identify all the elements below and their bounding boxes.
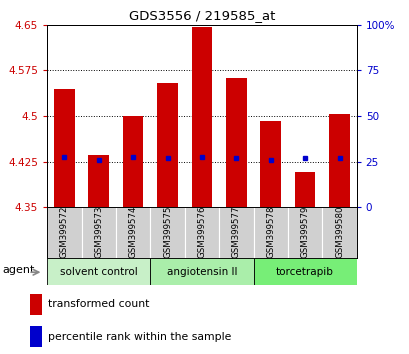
Bar xyxy=(54,88,74,207)
Bar xyxy=(253,258,356,285)
Bar xyxy=(116,207,150,258)
Bar xyxy=(30,326,41,348)
Bar xyxy=(218,207,253,258)
Bar xyxy=(294,172,315,207)
Text: GSM399576: GSM399576 xyxy=(197,205,206,258)
Bar xyxy=(287,207,321,258)
Bar xyxy=(157,82,178,207)
Bar xyxy=(260,121,280,207)
Bar xyxy=(253,207,287,258)
Text: GSM399573: GSM399573 xyxy=(94,205,103,258)
Bar xyxy=(47,207,81,258)
Bar xyxy=(123,116,143,207)
Text: percentile rank within the sample: percentile rank within the sample xyxy=(48,332,231,342)
Bar xyxy=(47,258,150,285)
Text: GSM399579: GSM399579 xyxy=(300,206,309,258)
Bar xyxy=(81,207,116,258)
Bar xyxy=(225,78,246,207)
Title: GDS3556 / 219585_at: GDS3556 / 219585_at xyxy=(128,9,274,22)
Text: GSM399580: GSM399580 xyxy=(334,205,343,258)
Text: solvent control: solvent control xyxy=(60,267,137,277)
Bar xyxy=(191,27,212,207)
Text: GSM399574: GSM399574 xyxy=(128,205,137,258)
Bar xyxy=(150,258,253,285)
Bar xyxy=(184,207,218,258)
Bar xyxy=(88,155,109,207)
Text: GSM399577: GSM399577 xyxy=(231,205,240,258)
Bar xyxy=(321,207,356,258)
Bar xyxy=(328,114,349,207)
Text: torcetrapib: torcetrapib xyxy=(276,267,333,277)
Text: GSM399575: GSM399575 xyxy=(163,205,172,258)
Text: angiotensin II: angiotensin II xyxy=(166,267,236,277)
Text: GSM399572: GSM399572 xyxy=(60,205,69,258)
Bar xyxy=(150,207,184,258)
Text: agent: agent xyxy=(2,266,35,275)
Bar xyxy=(30,294,41,315)
Text: GSM399578: GSM399578 xyxy=(265,205,274,258)
Text: transformed count: transformed count xyxy=(48,299,149,309)
